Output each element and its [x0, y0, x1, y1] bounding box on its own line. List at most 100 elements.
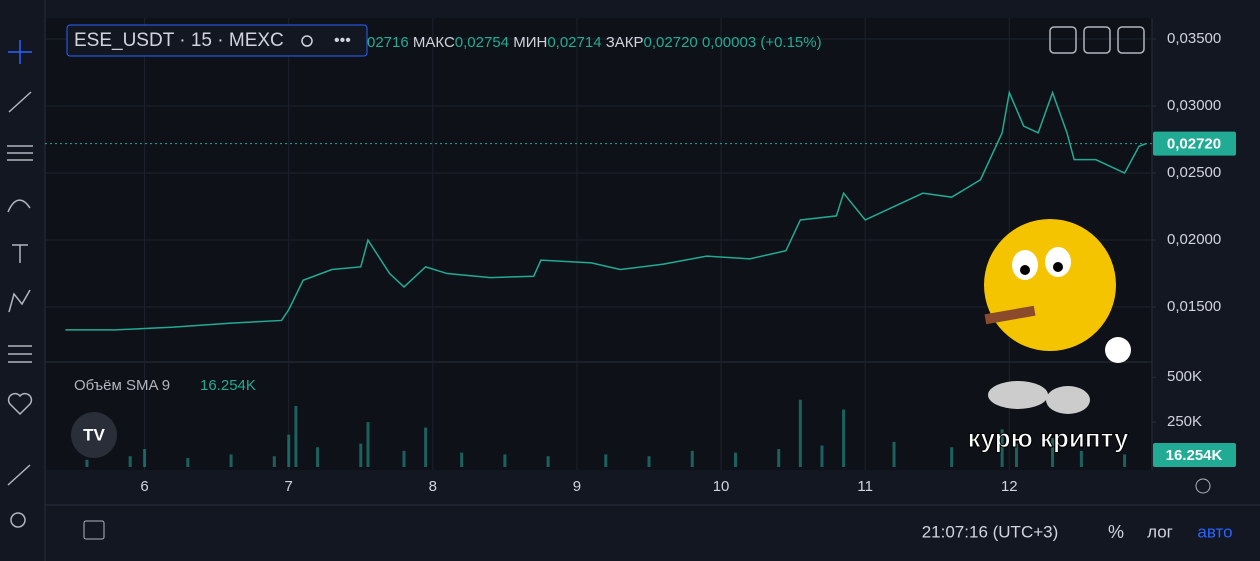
ohlc-value: 0,02720	[644, 34, 698, 51]
volume-bar	[733, 452, 737, 467]
volume-bar	[460, 452, 464, 467]
volume-bar	[503, 454, 507, 467]
x-tick-label: 8	[429, 478, 437, 495]
y-tick-label: 0,02000	[1167, 231, 1221, 248]
emoji-shoe	[1046, 386, 1090, 414]
x-tick-label: 10	[713, 478, 730, 495]
y-tick-label: 500K	[1167, 368, 1202, 385]
volume-bar	[229, 454, 233, 467]
last-value-label: 16.254K	[1166, 447, 1223, 464]
crosshair-tool[interactable]	[8, 40, 32, 64]
volume-bar	[892, 441, 896, 467]
volume-bar	[950, 447, 954, 467]
volume-bar	[316, 447, 320, 467]
x-tick-label: 9	[573, 478, 581, 495]
log-button[interactable]: лог	[1147, 522, 1173, 541]
favorites[interactable]	[7, 392, 33, 416]
volume-legend-value: 16.254K	[200, 377, 256, 394]
trend-tool[interactable]	[8, 91, 32, 113]
auto-button[interactable]: авто	[1197, 522, 1232, 541]
emoji-shoe	[988, 381, 1048, 409]
volume-bar	[1079, 450, 1083, 467]
tv-logo[interactable]	[71, 412, 117, 458]
percent-button[interactable]: %	[1108, 522, 1124, 542]
volume-bar	[85, 459, 89, 467]
zoom[interactable]	[10, 512, 26, 528]
ohlc-label: МИН	[513, 34, 547, 51]
volume-bar	[272, 456, 276, 467]
y-tick-label: 250K	[1167, 413, 1202, 430]
ohlc-value: 02716	[367, 34, 409, 51]
volume-bar	[690, 450, 694, 467]
legend-box[interactable]	[66, 24, 368, 57]
volume-bar	[1015, 443, 1019, 467]
emoji-pupil	[1020, 265, 1030, 275]
button[interactable]	[1083, 26, 1111, 54]
y-tick-label: 0,02500	[1167, 164, 1221, 181]
ohlc-label: ЗАКР	[606, 34, 644, 51]
date-range-icon[interactable]	[83, 520, 105, 540]
volume-bar	[128, 456, 132, 467]
ohlc-change: 0,00003 (+0.15%)	[702, 34, 822, 51]
ohlc-label: МАКС	[413, 34, 455, 51]
pattern-tool[interactable]	[8, 289, 31, 313]
price-line	[65, 90, 1147, 331]
volume-bar	[366, 422, 370, 467]
emoji-glove	[1105, 337, 1131, 363]
volume-bar	[424, 427, 428, 467]
volume-bar	[842, 409, 846, 467]
emoji-pupil	[1053, 262, 1063, 272]
cigar	[984, 305, 1036, 325]
symbol[interactable]: ESE_USDT · 15 · MEXC	[74, 30, 284, 51]
volume-bar	[647, 456, 651, 467]
last-value-badge	[1153, 443, 1236, 467]
volume-bar	[798, 399, 802, 467]
volume-bar	[359, 443, 363, 467]
x-tick-label: 6	[140, 478, 148, 495]
ohlc-value: 0,02714	[547, 34, 601, 51]
y-tick-label: 0,01500	[1167, 298, 1221, 315]
settings-icon[interactable]	[1195, 478, 1211, 494]
pane-buttons[interactable]	[1049, 26, 1145, 54]
measure-tool[interactable]	[8, 345, 32, 363]
button[interactable]	[1117, 26, 1145, 54]
volume-bar	[186, 458, 190, 467]
volume-bar	[820, 445, 824, 467]
emoji-sticker	[984, 219, 1131, 414]
clock: 21:07:16 (UTC+3)	[922, 522, 1059, 541]
volume-bar	[294, 405, 298, 467]
volume-bar	[546, 456, 550, 467]
volume-bar	[143, 449, 147, 467]
caption: курю крипту	[968, 423, 1129, 453]
emoji-face	[984, 219, 1116, 351]
volume-legend: Объём SMA 9	[74, 377, 170, 394]
volume-bar	[287, 434, 291, 467]
ohlc: 02716 МАКС0,02754 МИН0,02714 ЗАКР0,02720…	[367, 34, 822, 51]
volume-bar	[777, 449, 781, 467]
x-tick-label: 7	[285, 478, 293, 495]
tv-logo-text: TV	[83, 425, 105, 444]
fib-tool[interactable]	[7, 145, 33, 161]
x-tick-label: 12	[1001, 478, 1018, 495]
text-tool[interactable]	[12, 244, 28, 263]
last-value-badge	[1153, 131, 1236, 156]
plot-area	[45, 18, 1152, 470]
ruler[interactable]	[7, 464, 31, 486]
volume-bar	[1000, 429, 1004, 467]
last-value-label: 0,02720	[1167, 136, 1221, 153]
more-icon[interactable]: •••	[334, 32, 351, 49]
y-tick-label: 0,03000	[1167, 97, 1221, 114]
toolbar[interactable]	[7, 40, 33, 528]
ohlc-value: 0,02754	[455, 34, 509, 51]
eye-icon[interactable]	[301, 35, 313, 47]
volume-bar	[604, 454, 608, 467]
y-tick-label: 0,03500	[1167, 30, 1221, 47]
x-tick-label: 11	[857, 478, 873, 495]
volume-bar	[1051, 438, 1055, 467]
volume-bar	[1123, 454, 1127, 467]
volume-bar	[402, 450, 406, 467]
brush-tool[interactable]	[7, 199, 31, 213]
button[interactable]	[1049, 26, 1077, 54]
